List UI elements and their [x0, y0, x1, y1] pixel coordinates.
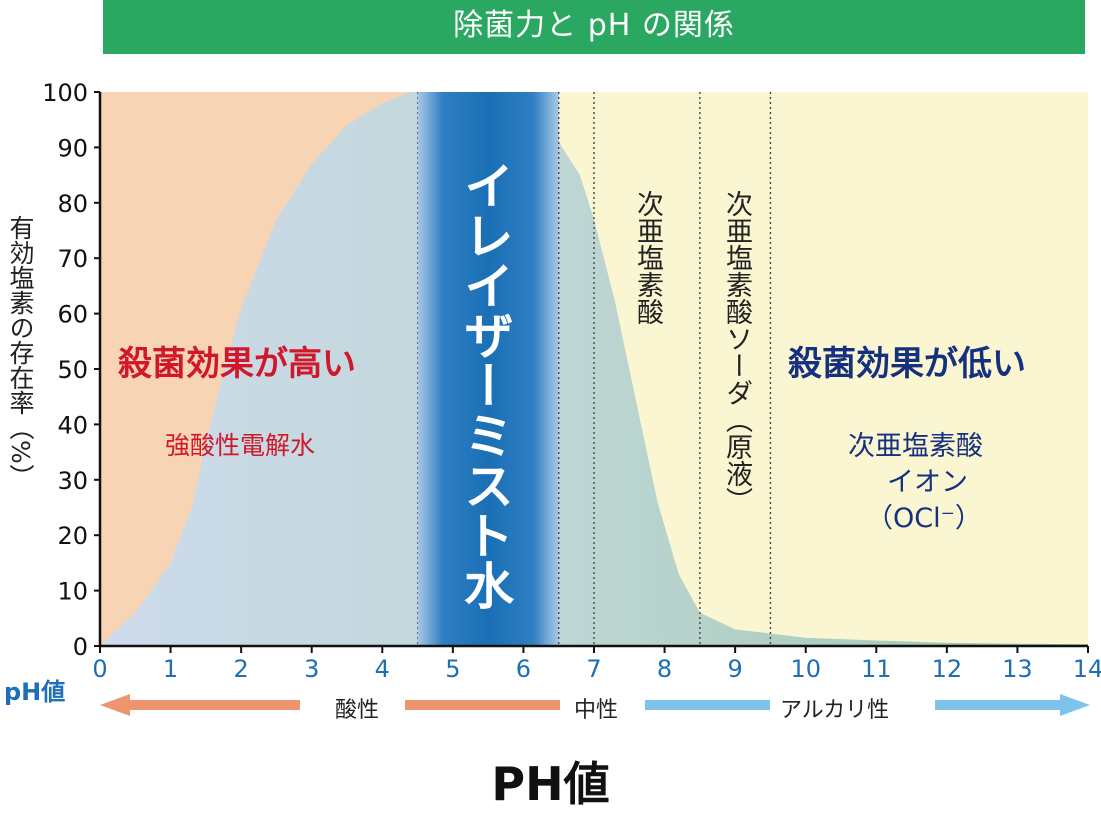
- highlight-band: [417, 92, 559, 646]
- x-tick-label: 11: [861, 655, 892, 683]
- y-tick-label: 40: [57, 411, 88, 439]
- x-tick-label: 0: [92, 655, 107, 683]
- x-tick-label: 10: [790, 655, 821, 683]
- x-axis-label: PH値: [491, 757, 610, 811]
- hypochlorous-acid-label: 次亜塩素酸: [632, 190, 663, 325]
- x-tick-label: 4: [375, 655, 390, 683]
- x-tick-label: 14: [1073, 655, 1101, 683]
- y-tick-label: 20: [57, 522, 88, 550]
- x-tick-label: 6: [516, 655, 531, 683]
- x-tick-label: 3: [304, 655, 319, 683]
- ion-label-line2: イオン: [887, 467, 968, 498]
- ph-scale-neutral: 中性: [570, 692, 623, 724]
- alkaline-arrow-shaft: [645, 700, 770, 710]
- low-effect-label: 殺菌効果が低い: [788, 344, 1026, 384]
- high-effect-label: 殺菌効果が高い: [118, 344, 356, 384]
- y-tick-label: 70: [57, 245, 88, 273]
- x-tick-label: 5: [445, 655, 460, 683]
- x-tick-label: 13: [1002, 655, 1033, 683]
- alkaline-arrow-shaft-2: [935, 700, 1062, 710]
- acid-arrow-head: [100, 694, 130, 716]
- y-tick-label: 100: [42, 79, 88, 107]
- y-axis-label: 有効塩素の存在率（%）: [6, 215, 35, 489]
- x-tick-label: 12: [932, 655, 963, 683]
- band-label: イレイザーミスト水: [456, 160, 514, 610]
- y-tick-label: 10: [57, 578, 88, 606]
- sodium-hypochlorite-label: 次亜塩素酸ソーダ（原液）: [721, 190, 752, 514]
- ion-label-line1: 次亜塩素酸: [848, 431, 983, 462]
- y-tick-label: 30: [57, 467, 88, 495]
- x-tick-label: 2: [234, 655, 249, 683]
- ph-scale-alkaline: アルカリ性: [776, 692, 894, 724]
- acid-arrow-shaft: [128, 700, 300, 710]
- strong-acid-water-label: 強酸性電解水: [165, 431, 316, 460]
- x-tick-label: 9: [728, 655, 743, 683]
- acid-arrow-shaft-2: [405, 700, 560, 710]
- y-tick-label: 0: [73, 633, 88, 661]
- y-tick-label: 80: [57, 190, 88, 218]
- ph-axis-prefix: pH値: [4, 678, 66, 706]
- alkaline-arrow-head: [1060, 694, 1090, 716]
- y-tick-label: 60: [57, 301, 88, 329]
- y-tick-label: 50: [57, 356, 88, 384]
- ion-label-line3: （OCl⁻）: [866, 503, 982, 534]
- ph-scale-acidic: 酸性: [331, 692, 384, 724]
- x-tick-label: 7: [586, 655, 601, 683]
- x-tick-label: 8: [657, 655, 672, 683]
- y-tick-label: 90: [57, 134, 88, 162]
- x-tick-label: 1: [163, 655, 178, 683]
- chart-title: 除菌力と pH の関係: [103, 0, 1085, 54]
